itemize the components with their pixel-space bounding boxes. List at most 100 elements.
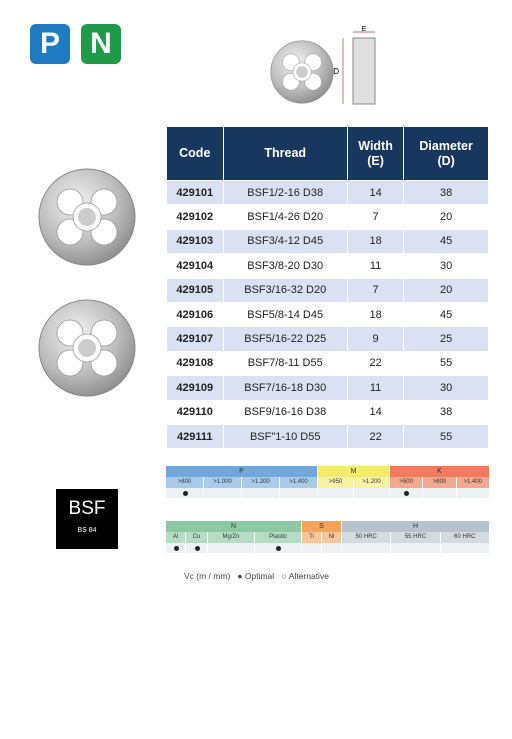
sub-header: Plastic — [255, 532, 302, 543]
dim-label: E — [362, 26, 367, 33]
dot-cell — [391, 543, 441, 553]
group-header: M — [318, 466, 390, 477]
column-header: Width (E) — [346, 126, 405, 181]
dot-cell — [302, 543, 322, 553]
table-cell: 429106 — [166, 301, 224, 328]
column-header: Code — [166, 126, 224, 181]
p-icon: P — [30, 24, 70, 64]
table-cell: 7 — [346, 277, 405, 303]
table-cell: 45 — [403, 228, 489, 255]
table-cell: 25 — [403, 326, 489, 352]
bsf-badge: BSF BS 84 — [56, 489, 118, 549]
table-cell: 55 — [403, 423, 489, 450]
legend-unit: Vc (m / mm) — [184, 571, 231, 581]
table-row: 429104 BSF3/8-20 D30 11 30 — [166, 253, 489, 279]
table-cell: 11 — [346, 253, 405, 279]
sub-header: >800 — [423, 477, 457, 488]
table-cell: 429107 — [166, 326, 224, 352]
table-cell: BSF3/8-20 D30 — [222, 253, 348, 279]
table-cell: 18 — [346, 301, 405, 328]
table-row: 429111 BSF"1-10 D55 22 55 — [166, 423, 489, 450]
group-header: H — [342, 521, 490, 532]
dot-cell — [440, 543, 490, 553]
table-cell: 9 — [346, 326, 405, 352]
table-cell: 429108 — [166, 350, 224, 377]
legend-optimal: Optimal — [244, 571, 275, 581]
table-cell: BSF3/4-12 D45 — [222, 228, 348, 255]
optimal-dot — [173, 545, 179, 551]
sub-header: >950 — [318, 477, 354, 488]
table-cell: 55 — [403, 350, 489, 377]
table-cell: BSF7/16-18 D30 — [222, 375, 348, 401]
table-cell: BSF"1-10 D55 — [222, 423, 348, 450]
table-row: 429106 BSF5/8-14 D45 18 45 — [166, 301, 489, 328]
table-cell: BSF1/4-26 D20 — [222, 204, 348, 230]
table-cell: BSF7/8-11 D55 — [222, 350, 348, 377]
die-image — [38, 299, 136, 397]
table-cell: BSF5/16-22 D25 — [222, 326, 348, 352]
table-row: 429101 BSF1/2-16 D38 14 38 — [166, 179, 489, 206]
sub-header: >1.400 — [280, 477, 318, 488]
group-header: S — [302, 521, 342, 532]
table-row: 429102 BSF1/4-26 D20 7 20 — [166, 204, 489, 230]
table-cell: 11 — [346, 375, 405, 401]
dot-cell — [423, 488, 457, 498]
table-cell: 30 — [403, 375, 489, 401]
dot-cell — [242, 488, 280, 498]
table-cell: 429110 — [166, 399, 224, 425]
table-cell: BSF9/16-16 D38 — [222, 399, 348, 425]
table-cell: 30 — [403, 253, 489, 279]
sub-header: 50 HRC — [342, 532, 392, 543]
optimal-dot — [404, 490, 410, 496]
table-row: 429107 BSF5/16-22 D25 9 25 — [166, 326, 489, 352]
badge-subtitle: BS 84 — [77, 527, 97, 534]
dot-cell — [354, 488, 390, 498]
table-cell: 429103 — [166, 228, 224, 255]
dot-cell — [456, 488, 490, 498]
table-cell: BSF5/8-14 D45 — [222, 301, 348, 328]
table-cell: 18 — [346, 228, 405, 255]
table-cell: 45 — [403, 301, 489, 328]
n-icon: N — [81, 24, 121, 64]
optimal-dot — [276, 545, 281, 551]
dot-cell — [280, 488, 318, 498]
table-cell: 20 — [403, 277, 489, 303]
table-row: 429108 BSF7/8-11 D55 22 55 — [166, 350, 489, 377]
header-row: Code Thread Width (E) Diameter (D) — [166, 126, 489, 181]
dim-label: D — [333, 67, 339, 76]
dot-cell — [204, 488, 242, 498]
table-row: 429110 BSF9/16-16 D38 14 38 — [166, 399, 489, 425]
badge-title: BSF — [68, 498, 106, 519]
table-cell: 7 — [346, 204, 405, 230]
die-diagram — [270, 40, 334, 104]
table-cell: 429105 — [166, 277, 224, 303]
die-image — [38, 168, 136, 266]
sub-header: Ni — [322, 532, 342, 543]
dot-cell — [318, 488, 354, 498]
table-cell: 14 — [346, 399, 405, 425]
optimal-dot — [182, 490, 188, 496]
table-cell: 429111 — [166, 423, 224, 450]
sub-header: Ti — [302, 532, 322, 543]
column-header: Diameter (D) — [403, 126, 489, 181]
group-header: P — [166, 466, 318, 477]
product-table: Code Thread Width (E) Diameter (D) 429101 BSF… — [166, 126, 489, 450]
table-cell: BSF3/16-32 D20 — [222, 277, 348, 303]
legend-alternative: Alternative — [288, 571, 329, 581]
table-cell: 429109 — [166, 375, 224, 401]
sub-header: >1.000 — [204, 477, 242, 488]
table-cell: 38 — [403, 399, 489, 425]
die-side — [352, 37, 376, 105]
sub-header: 60 HRC — [440, 532, 490, 543]
table-cell: 22 — [346, 350, 405, 377]
group-header: K — [390, 466, 490, 477]
legend: Vc (m / mm) ● Optimal ○ Alternative — [184, 571, 329, 581]
column-header: Thread — [222, 126, 348, 181]
table-cell: BSF1/2-16 D38 — [222, 179, 348, 206]
sub-header: Cu — [186, 532, 208, 543]
sub-header: 55 HRC — [391, 532, 441, 543]
sub-header: >500 — [390, 477, 424, 488]
table-cell: 20 — [403, 204, 489, 230]
